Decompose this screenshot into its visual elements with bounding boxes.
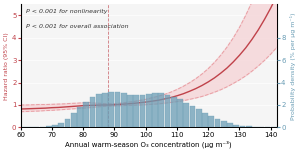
Bar: [227, 123, 233, 127]
Bar: [46, 126, 52, 127]
Bar: [171, 97, 177, 127]
Bar: [183, 103, 189, 127]
Bar: [221, 121, 227, 127]
Bar: [77, 107, 83, 127]
Bar: [196, 109, 202, 127]
Text: P < 0.001 for nonlinearity: P < 0.001 for nonlinearity: [26, 9, 107, 14]
Bar: [102, 93, 108, 127]
Bar: [52, 125, 58, 127]
Bar: [202, 113, 208, 127]
Bar: [64, 119, 70, 127]
Bar: [108, 92, 114, 127]
Bar: [58, 123, 64, 127]
Bar: [190, 106, 196, 127]
Bar: [158, 93, 164, 127]
Bar: [208, 116, 214, 127]
Y-axis label: Hazard ratio (95% CI): Hazard ratio (95% CI): [4, 32, 9, 100]
Bar: [165, 95, 170, 127]
Bar: [177, 99, 183, 127]
Bar: [233, 125, 239, 127]
Bar: [240, 126, 245, 127]
Bar: [96, 94, 102, 127]
Bar: [152, 93, 158, 127]
Bar: [215, 119, 220, 127]
Bar: [246, 126, 252, 127]
Bar: [90, 97, 95, 127]
Bar: [115, 92, 120, 127]
Bar: [121, 93, 127, 127]
Text: P < 0.001 for overall association: P < 0.001 for overall association: [26, 24, 128, 29]
Bar: [83, 102, 89, 127]
Y-axis label: Probability density (% per μg m⁻¹): Probability density (% per μg m⁻¹): [290, 12, 296, 119]
X-axis label: Annual warm-season O₃ concentration (μg m⁻³): Annual warm-season O₃ concentration (μg …: [65, 140, 232, 148]
Bar: [146, 94, 152, 127]
Bar: [134, 95, 139, 127]
Bar: [127, 95, 133, 127]
Bar: [140, 95, 146, 127]
Bar: [71, 113, 76, 127]
